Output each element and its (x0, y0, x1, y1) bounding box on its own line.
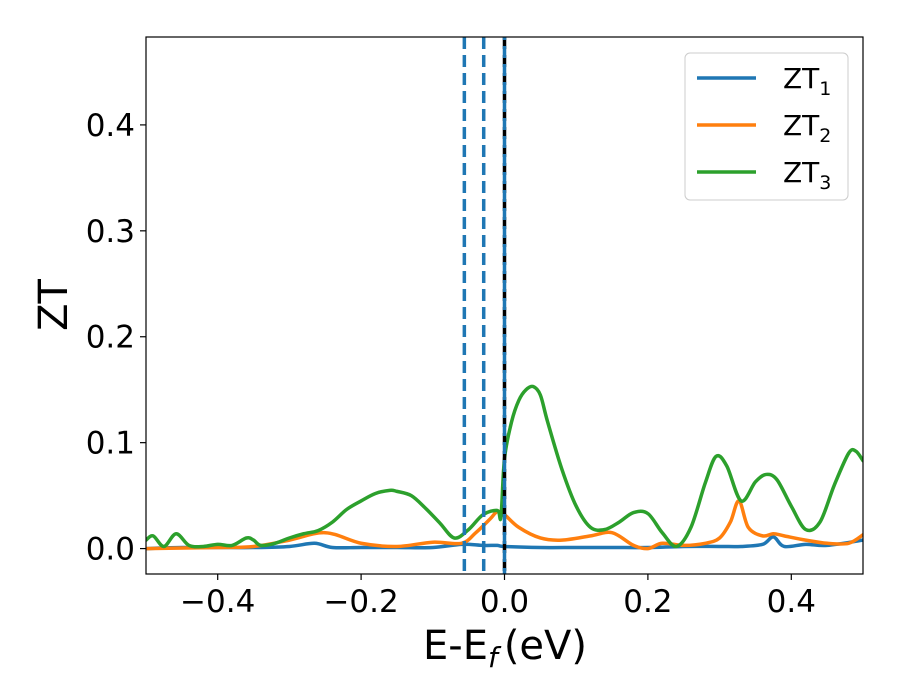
y-tick-label: 0.1 (86, 426, 135, 462)
vline-layer (462, 37, 507, 574)
y-tick-label: 0.4 (86, 108, 135, 144)
x-axis-label-main: E-E (423, 623, 488, 669)
series-line-zt2 (146, 499, 863, 551)
x-axis-label-unit: (eV) (504, 623, 587, 669)
legend-label-zt3: ZT3 (783, 156, 831, 194)
x-tick-label: −0.2 (323, 584, 398, 620)
y-tick-label: 0.0 (86, 532, 135, 568)
legend: ZT1 ZT2 ZT3 (684, 52, 849, 201)
y-tick-label: 0.2 (86, 320, 135, 356)
x-axis-label: E-Ef (eV) (423, 623, 587, 674)
x-tick-label: 0.0 (480, 584, 529, 620)
legend-box (684, 52, 849, 201)
x-tick-label: 0.2 (623, 584, 672, 620)
series-line-zt3 (146, 384, 863, 549)
legend-label-zt2: ZT2 (783, 109, 831, 147)
x-tick-label: −0.4 (180, 584, 255, 620)
legend-label-zt1: ZT1 (783, 62, 831, 100)
x-tick-label: 0.4 (767, 584, 816, 620)
y-axis-label: ZT (31, 279, 77, 331)
x-axis: −0.4 −0.2 0.0 0.2 0.4 (180, 574, 816, 620)
y-tick-label: 0.3 (86, 214, 135, 250)
y-axis: 0.0 0.1 0.2 0.3 0.4 (86, 108, 146, 568)
